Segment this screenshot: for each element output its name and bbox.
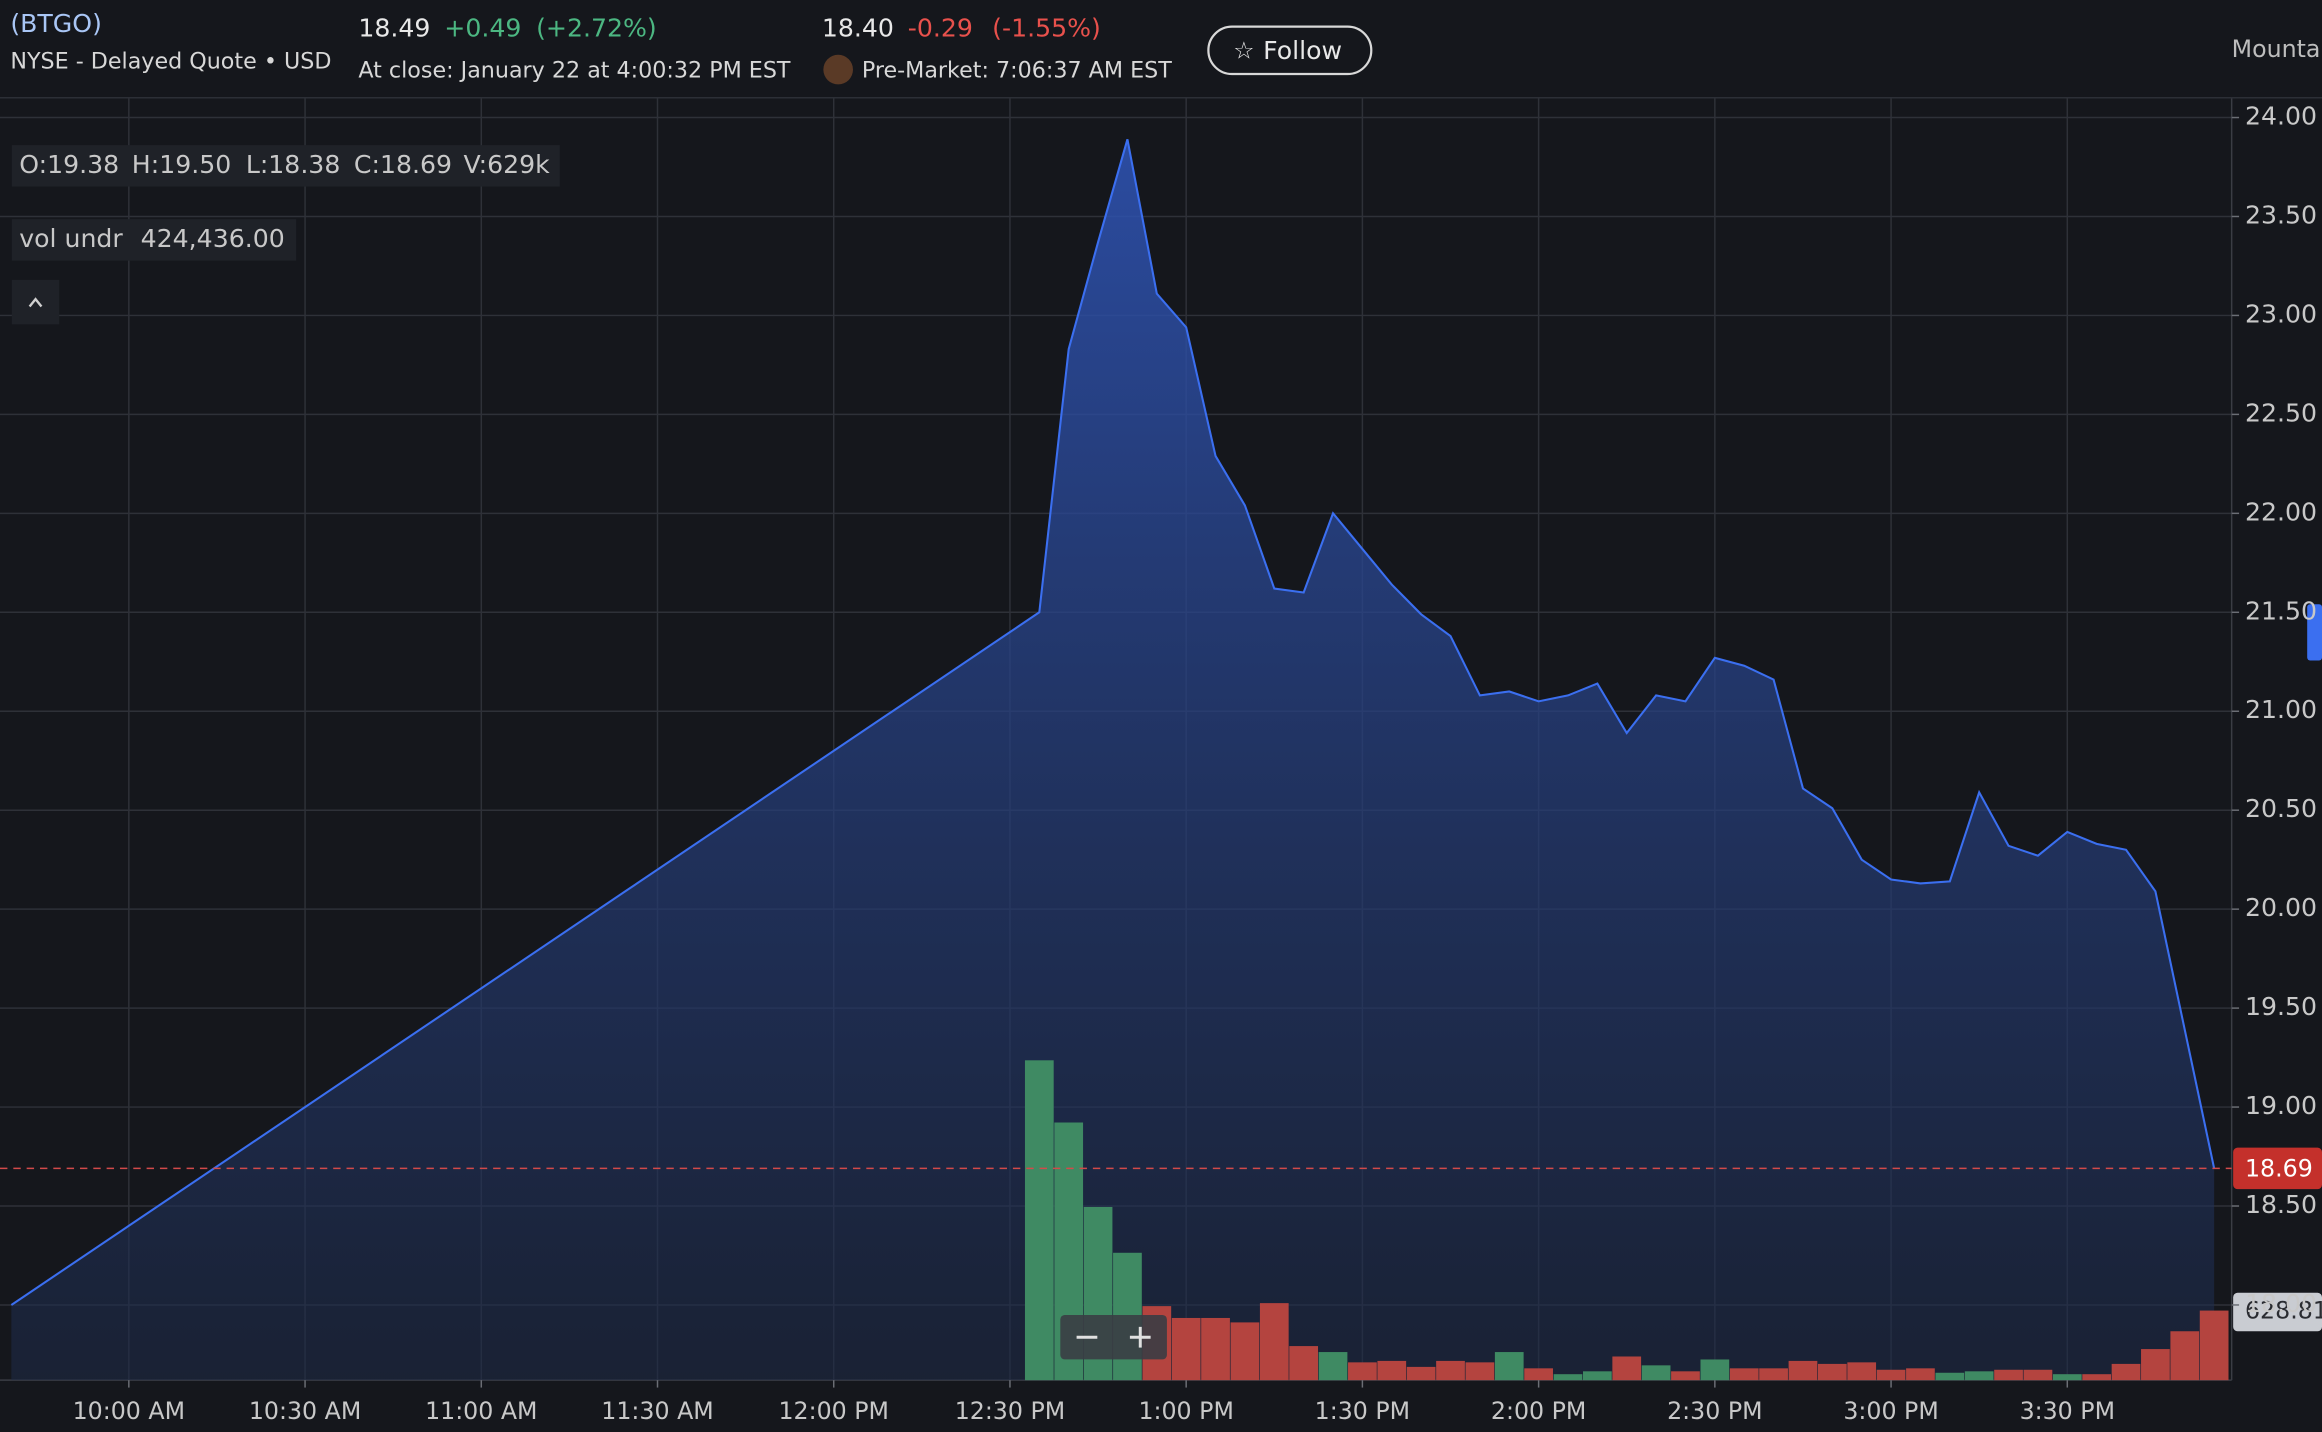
volume-bar — [2170, 1331, 2200, 1381]
timezone[interactable]: Mounta — [2232, 35, 2321, 63]
study-name[interactable]: vol undr — [19, 224, 123, 253]
x-tick-label: 1:30 PM — [1315, 1397, 1410, 1425]
volume-bar — [1847, 1362, 1877, 1381]
volume-bar — [1171, 1317, 1201, 1381]
last-price-label: 18.69 — [2245, 1154, 2313, 1182]
close-change-pct: (+2.72%) — [536, 14, 657, 43]
volume-bar — [2141, 1349, 2170, 1381]
x-tick-label: 3:00 PM — [1843, 1397, 1938, 1425]
star-icon: ☆ — [1233, 36, 1254, 64]
x-tick-label: 11:30 AM — [601, 1397, 713, 1425]
volume-bar — [1406, 1366, 1436, 1381]
volume-bar — [1582, 1371, 1612, 1381]
volume-tag — [2233, 1292, 2322, 1332]
x-tick-label: 10:00 AM — [73, 1397, 185, 1425]
y-tick-label: 24.00 — [2245, 102, 2317, 131]
volume-bar — [1641, 1365, 1671, 1381]
y-tick-label: 21.00 — [2245, 695, 2317, 724]
volume-bar — [1436, 1360, 1465, 1381]
volume-bar — [1230, 1322, 1260, 1381]
volume-bar — [1024, 1060, 1054, 1381]
volume-bar — [1729, 1368, 1759, 1381]
volume-bar — [1700, 1359, 1730, 1381]
x-tick-label: 3:30 PM — [2020, 1397, 2115, 1425]
volume-bar — [2199, 1310, 2229, 1381]
y-tick-label: 20.00 — [2245, 893, 2317, 922]
volume-bar — [1201, 1317, 1230, 1381]
volume-bar — [1348, 1362, 1377, 1381]
volume-bar — [2023, 1369, 2053, 1381]
x-tick-label: 12:00 PM — [778, 1397, 889, 1425]
volume-bar — [1788, 1360, 1818, 1381]
volume-bar — [1553, 1374, 1583, 1381]
pre-change: -0.29 — [908, 14, 973, 43]
volume-bar — [1612, 1356, 1642, 1381]
exchange: NYSE - Delayed Quote • USD — [10, 49, 331, 75]
ticker: (BTGO) — [10, 9, 102, 38]
collapse-icon — [28, 297, 43, 308]
price-area — [11, 139, 2215, 1381]
y-tick-label: 22.00 — [2245, 497, 2317, 526]
pre-change-pct: (-1.55%) — [992, 14, 1101, 43]
volume-bar — [1494, 1352, 1524, 1381]
y-tick-label: 20.50 — [2245, 794, 2317, 823]
volume-bar — [1759, 1368, 1788, 1381]
pre-price: 18.40 — [822, 14, 894, 43]
x-tick-label: 2:00 PM — [1491, 1397, 1586, 1425]
x-tick-label: 12:30 PM — [955, 1397, 1066, 1425]
volume-bar — [1318, 1352, 1348, 1381]
close-change: +0.49 — [444, 14, 521, 43]
y-tick-label: 23.00 — [2245, 299, 2317, 328]
y-tick-label: 18.00 — [2245, 1289, 2317, 1318]
side-panel-toggle[interactable] — [2307, 604, 2322, 661]
volume-label: 628.81 — [2245, 1297, 2322, 1325]
ohlc-volume: V:629k — [464, 150, 551, 179]
volume-bar — [1935, 1372, 1965, 1381]
ohlc-box — [11, 145, 560, 187]
last-price-tag — [2233, 1147, 2322, 1190]
study-box — [11, 219, 297, 261]
y-tick-label: 18.50 — [2245, 1190, 2317, 1219]
y-tick-label: 22.50 — [2245, 398, 2317, 427]
pre-time: Pre-Market: 7:06:37 AM EST — [862, 58, 1172, 84]
volume-bar — [2111, 1363, 2141, 1381]
y-tick-label: 23.50 — [2245, 200, 2317, 229]
volume-bar — [1377, 1360, 1407, 1381]
ohlc-high: H:19.50 — [132, 150, 231, 179]
ohlc-open: O:19.38 — [19, 150, 119, 179]
volume-bar — [1671, 1371, 1700, 1381]
volume-bar — [1289, 1346, 1319, 1381]
volume-bar — [1465, 1362, 1495, 1381]
follow-label[interactable]: Follow — [1263, 36, 1342, 65]
close-time: At close: January 22 at 4:00:32 PM EST — [358, 58, 791, 84]
y-tick-label: 19.50 — [2245, 992, 2317, 1021]
pre-market-icon — [823, 54, 853, 85]
close-price: 18.49 — [358, 14, 430, 43]
volume-bar — [1524, 1368, 1553, 1381]
volume-bar — [1876, 1369, 1906, 1381]
price-line — [10, 139, 2216, 1306]
ohlc-low: L:18.38 — [246, 150, 341, 179]
x-tick-label: 1:00 PM — [1138, 1397, 1233, 1425]
volume-bar — [2082, 1374, 2112, 1381]
follow-outline[interactable] — [1207, 25, 1373, 76]
volume-bar — [1817, 1363, 1847, 1381]
volume-bar — [1259, 1303, 1289, 1381]
follow-button[interactable]: ☆ Follow — [1207, 25, 1373, 76]
volume-bar — [1964, 1371, 1994, 1381]
volume-bar — [2052, 1374, 2082, 1381]
ohlc-close: C:18.69 — [354, 150, 452, 179]
study-value: 424,436.00 — [141, 224, 285, 253]
x-tick-label: 11:00 AM — [425, 1397, 537, 1425]
x-tick-label: 10:30 AM — [249, 1397, 361, 1425]
collapse-button[interactable] — [11, 279, 60, 325]
zoom-controls — [1060, 1315, 1167, 1360]
x-tick-label: 2:30 PM — [1667, 1397, 1762, 1425]
volume-bar — [1906, 1368, 1935, 1381]
y-tick-label: 21.50 — [2245, 596, 2317, 625]
volume-bar — [1994, 1369, 2023, 1381]
y-tick-label: 19.00 — [2245, 1091, 2317, 1120]
